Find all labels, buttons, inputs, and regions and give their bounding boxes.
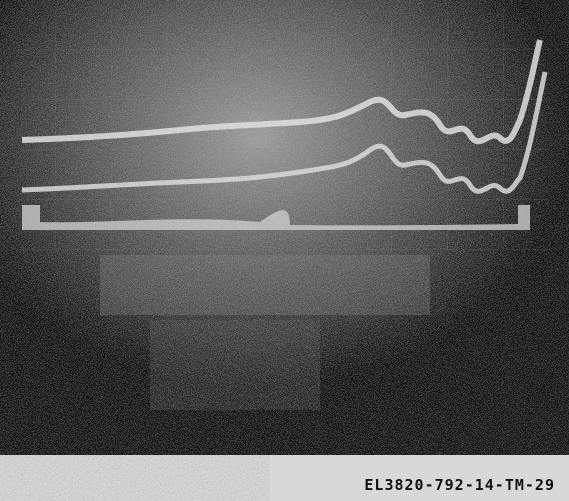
film-grain [0, 0, 569, 455]
caption-grain [0, 455, 270, 501]
caption: EL3820-792-14-TM-29 [364, 476, 555, 494]
